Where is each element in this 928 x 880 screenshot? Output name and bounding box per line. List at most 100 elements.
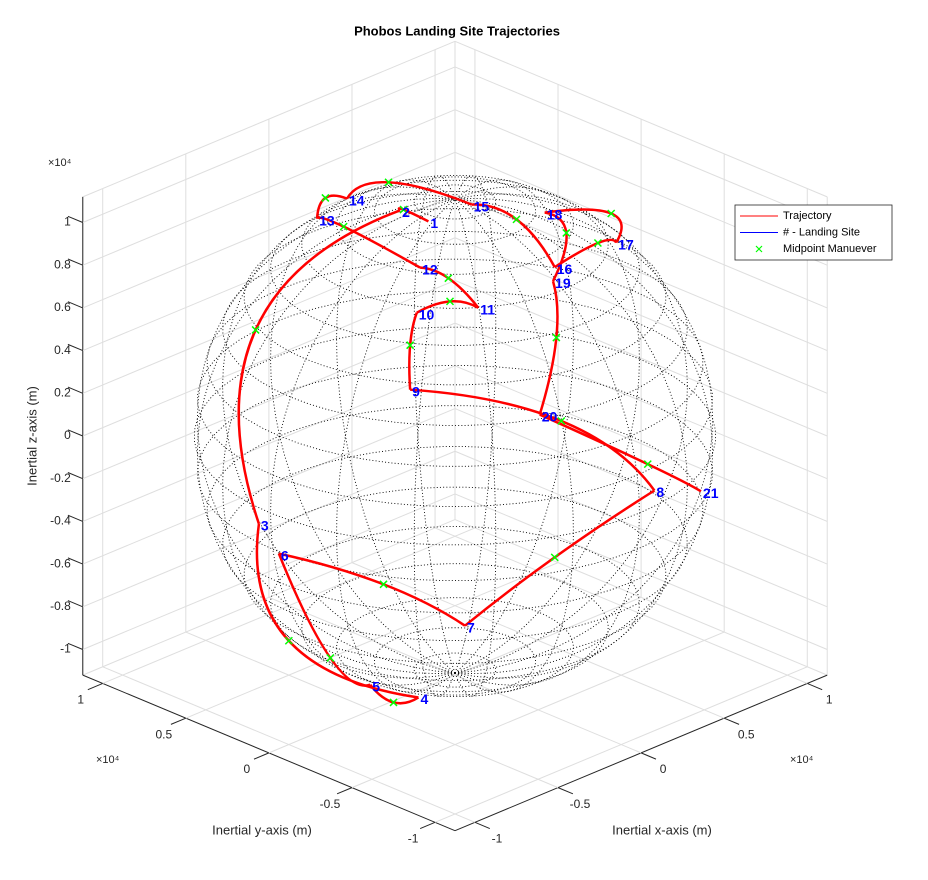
grid-line xyxy=(454,237,828,394)
midpoint-marker xyxy=(445,297,455,306)
midpoint-marker xyxy=(552,333,561,342)
grid-line xyxy=(454,279,828,437)
midpoint-marker xyxy=(284,636,293,645)
legend-label: Midpoint Manuever xyxy=(783,243,877,255)
y-tick-label: 0.5 xyxy=(155,727,172,741)
grid-line xyxy=(82,365,456,522)
sphere-parallel xyxy=(206,405,704,614)
midpoint-marker xyxy=(384,178,393,187)
landing-site-label: 2 xyxy=(402,204,410,220)
midpoint-marker xyxy=(562,228,571,237)
grid-line xyxy=(82,450,456,608)
sphere-parallel xyxy=(413,652,497,688)
midpoint-marker xyxy=(406,341,415,350)
legend-label: # - Landing Site xyxy=(783,226,860,238)
z-tick xyxy=(67,514,83,522)
midpoint-marker xyxy=(643,460,652,469)
grid-line xyxy=(454,408,828,565)
z-tick xyxy=(67,258,83,266)
chart-title: Phobos Landing Site Trajectories xyxy=(354,23,560,38)
z-tick-label: -0.2 xyxy=(50,471,71,485)
x-tick-label: 0 xyxy=(660,762,667,776)
midpoint-marker xyxy=(339,222,348,231)
sphere-meridian xyxy=(413,175,456,674)
sphere-parallel xyxy=(197,365,713,582)
z-tick-label: 0.6 xyxy=(54,300,71,314)
grid-line xyxy=(434,666,808,823)
z-tick-label: 0.8 xyxy=(54,257,71,271)
z-tick xyxy=(67,557,83,565)
grid-line xyxy=(82,237,456,394)
midpoint-marker xyxy=(607,209,616,218)
grid-line xyxy=(454,450,828,608)
x-multiplier: ×10⁴ xyxy=(790,754,814,766)
landing-site-label: 5 xyxy=(372,678,380,694)
x-tick xyxy=(557,787,574,795)
grid-line xyxy=(102,527,476,684)
landing-site-label: 1 xyxy=(430,215,438,231)
y-axis-title: Inertial y-axis (m) xyxy=(212,822,312,837)
landing-site-label: 7 xyxy=(467,619,475,635)
grid-line xyxy=(82,493,456,650)
grid-layer xyxy=(67,40,828,832)
landing-site-label: 17 xyxy=(618,236,634,252)
z-tick xyxy=(67,600,83,608)
x-tick xyxy=(724,717,740,725)
landing-site-label: 10 xyxy=(419,306,435,322)
y-tick xyxy=(170,717,186,725)
midpoint-marker xyxy=(251,325,260,334)
landing-site-label: 11 xyxy=(480,301,495,317)
midpoint-marker xyxy=(444,274,453,283)
x-tick-label: -0.5 xyxy=(570,797,591,811)
z-tick xyxy=(67,386,83,394)
sphere-meridian xyxy=(270,186,456,674)
grid-line xyxy=(454,66,828,223)
sphere-parallel xyxy=(413,184,497,220)
z-tick-label: 0 xyxy=(64,428,71,442)
midpoint-marker xyxy=(512,215,521,224)
landing-site-label: 4 xyxy=(420,691,428,707)
grid-line xyxy=(82,408,456,565)
landing-site-label: 6 xyxy=(281,547,289,563)
sphere-meridian xyxy=(336,198,456,693)
midpoint-marker xyxy=(379,580,388,589)
y-tick-label: -1 xyxy=(408,832,419,846)
grid-line xyxy=(454,322,828,480)
legend-label: Trajectory xyxy=(783,210,832,222)
z-tick-label: -1 xyxy=(60,642,71,656)
x-tick xyxy=(474,821,491,830)
y-tick xyxy=(87,682,103,691)
x-axis-title: Inertial x-axis (m) xyxy=(612,822,712,837)
landing-site-label: 12 xyxy=(422,261,438,277)
sphere-parallel xyxy=(194,326,716,546)
grid-line xyxy=(82,279,456,437)
y-tick-label: 0 xyxy=(244,762,251,776)
x-tick xyxy=(807,682,823,691)
midpoint-marker xyxy=(326,653,335,662)
y-tick xyxy=(419,821,436,830)
grid-line xyxy=(82,66,456,223)
landing-site-label: 19 xyxy=(555,275,571,291)
x-tick xyxy=(640,752,657,760)
midpoint-marker xyxy=(557,416,566,426)
grid-line xyxy=(268,596,642,754)
sphere-meridian xyxy=(454,175,497,674)
midpoint-marker xyxy=(550,553,559,562)
grid-line xyxy=(82,109,456,266)
z-tick xyxy=(67,215,83,223)
midpoint-marker xyxy=(399,205,408,214)
midpoint-marker xyxy=(321,193,330,202)
sphere-meridian xyxy=(454,198,640,686)
sphere-meridian xyxy=(454,198,497,697)
grid-line xyxy=(185,562,559,719)
grid-line xyxy=(82,151,456,309)
z-tick-label: 0.2 xyxy=(54,385,71,399)
legend: Trajectory # - Landing Site Midpoint Manue… xyxy=(734,204,893,261)
grid-line xyxy=(82,194,456,352)
landing-site-label: 3 xyxy=(261,518,269,534)
landing-site-label: 8 xyxy=(656,484,664,500)
z-tick-label: -0.4 xyxy=(50,514,71,528)
z-tick xyxy=(67,642,83,650)
